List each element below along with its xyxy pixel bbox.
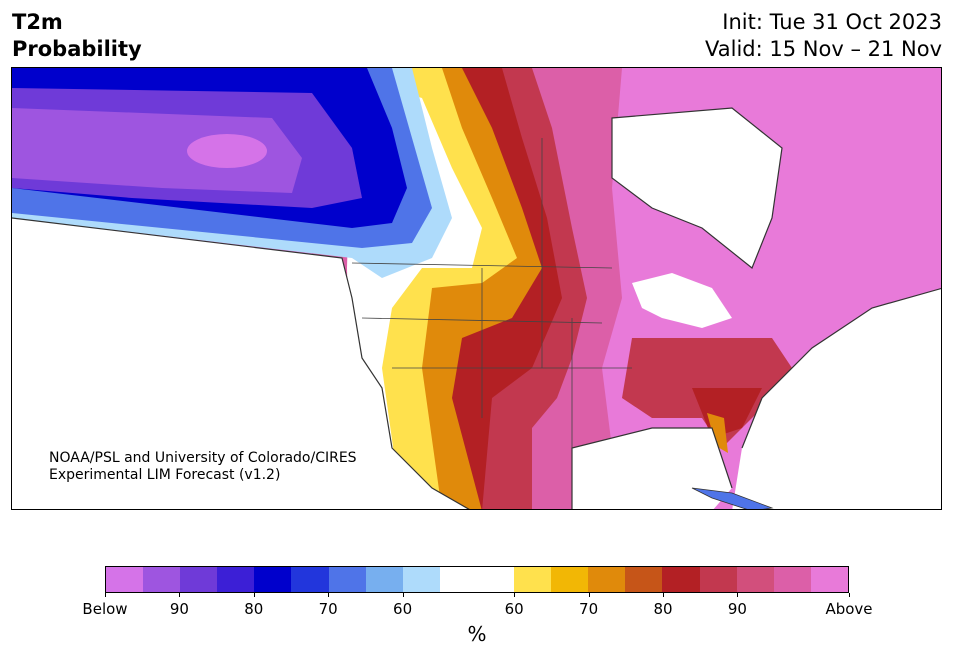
state-borders	[351, 138, 632, 448]
colorbar-cell	[625, 567, 663, 592]
colorbar-cell	[143, 567, 181, 592]
valid-date: Valid: 15 Nov – 21 Nov	[705, 37, 942, 61]
gulf-of-mexico	[572, 428, 732, 509]
colorbar-tick-mark	[402, 593, 404, 597]
forecast-dates: Init: Tue 31 Oct 2023 Valid: 15 Nov – 21…	[705, 9, 942, 63]
colorbar-tick-label: 80	[244, 600, 264, 618]
colorbar-tick-mark	[737, 593, 739, 597]
credit-line-2: Experimental LIM Forecast (v1.2)	[49, 467, 281, 483]
credit-text: NOAA/PSL and University of Colorado/CIRE…	[49, 450, 357, 484]
colorbar-cell	[365, 567, 403, 592]
colorbar-cell	[402, 567, 440, 592]
pacific-ocean	[12, 218, 469, 509]
title-variable: T2m	[12, 10, 63, 34]
init-date: Init: Tue 31 Oct 2023	[722, 10, 942, 34]
colorbar-tick-mark	[663, 593, 664, 597]
cold-region-below	[187, 134, 267, 168]
colorbar-tick-mark	[849, 593, 850, 597]
colorbar-cell	[106, 567, 144, 592]
map-canvas	[12, 68, 941, 509]
colorbar	[105, 566, 849, 593]
colorbar-cell	[662, 567, 700, 592]
colorbar-cell	[291, 567, 329, 592]
colorbar-tick-label: 70	[318, 600, 338, 618]
colorbar-tick-mark	[253, 593, 255, 597]
coastline	[12, 107, 941, 509]
probability-map	[11, 67, 942, 510]
colorbar-cell	[773, 567, 811, 592]
colorbar-cell	[439, 567, 477, 592]
colorbar-tick-mark	[105, 593, 106, 597]
colorbar-tick-label: Below	[82, 600, 128, 618]
colorbar-tick-mark	[514, 593, 516, 597]
colorbar-tick-label: 60	[504, 600, 524, 618]
colorbar-tick-mark	[588, 593, 590, 597]
credit-line-1: NOAA/PSL and University of Colorado/CIRE…	[49, 450, 357, 466]
colorbar-cell	[588, 567, 626, 592]
atlantic-ocean	[732, 288, 941, 509]
colorbar-tick-label: 60	[393, 600, 413, 618]
map-title: T2m Probability	[12, 9, 142, 63]
colorbar-tick-label: 90	[169, 600, 189, 618]
colorbar-cell	[551, 567, 589, 592]
colorbar-unit: %	[467, 622, 487, 646]
colorbar-cell	[810, 567, 848, 592]
colorbar-cell	[217, 567, 255, 592]
colorbar-cell	[699, 567, 737, 592]
colorbar-tick-label: Above	[825, 600, 873, 618]
hudson-bay	[612, 108, 782, 268]
colorbar-tick-label: 80	[653, 600, 673, 618]
colorbar-cell	[254, 567, 292, 592]
colorbar-tick-mark	[328, 593, 330, 597]
title-quantity: Probability	[12, 37, 142, 61]
southeast-dark-region	[692, 388, 762, 438]
colorbar-cell	[514, 567, 552, 592]
colorbar-cell	[328, 567, 366, 592]
cuba	[691, 487, 774, 509]
colorbar-tick-label: 90	[727, 600, 747, 618]
cold-region-lightpurple	[12, 108, 302, 193]
florida-orange	[707, 413, 728, 453]
great-lakes	[632, 273, 732, 328]
colorbar-tick-mark	[179, 593, 181, 597]
colorbar-cell	[476, 567, 515, 592]
colorbar-cell	[180, 567, 218, 592]
colorbar-tick-label: 70	[579, 600, 599, 618]
colorbar-cell	[736, 567, 774, 592]
